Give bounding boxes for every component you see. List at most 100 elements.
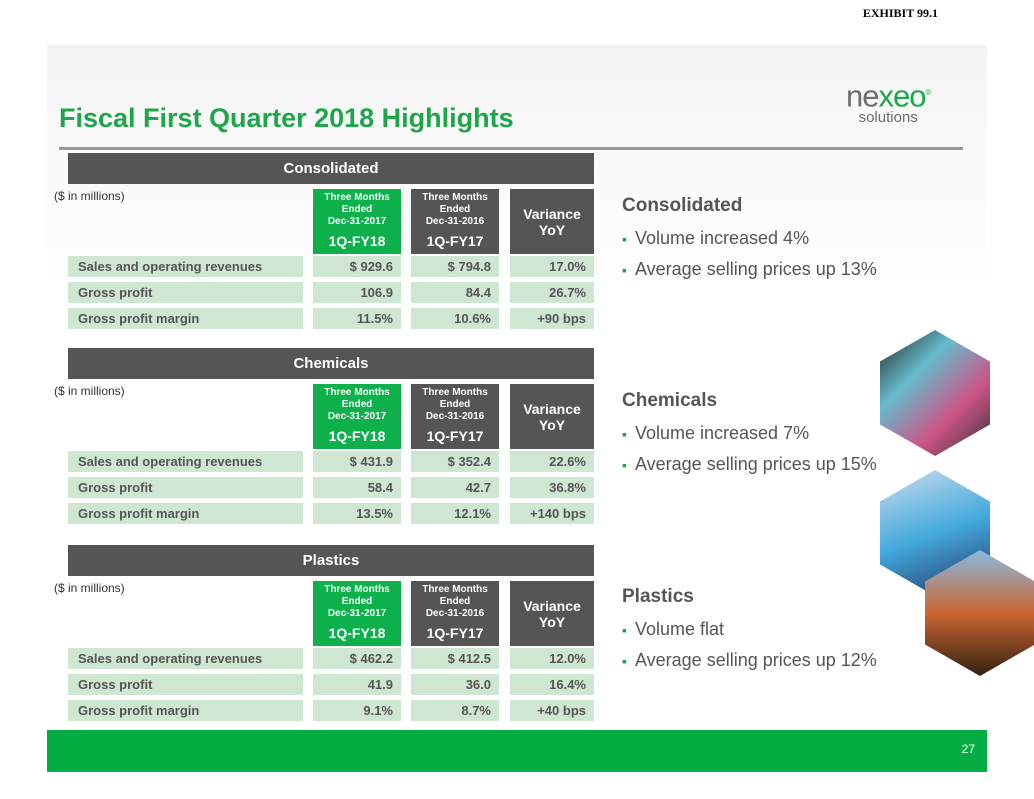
h: Ended: [341, 596, 373, 607]
current-value: 58.4: [313, 477, 401, 498]
row-label: Gross profit: [68, 674, 303, 695]
table-row: Gross profit 41.9 36.0 16.4%: [68, 674, 594, 695]
logo-x: x: [878, 78, 893, 114]
table-row: Gross profit margin 9.1% 8.7% +40 bps: [68, 700, 594, 721]
prior-value: $ 794.8: [411, 256, 499, 277]
bullet-item: Volume increased 4%: [622, 223, 877, 254]
h: Dec-31-2017: [327, 411, 387, 422]
variance-value: 26.7%: [510, 282, 594, 303]
nexeo-logo: nexeo® solutions: [846, 78, 931, 125]
h: Variance: [523, 401, 581, 417]
h: Three Months: [324, 387, 390, 398]
h: Ended: [439, 399, 471, 410]
exhibit-label: EXHIBIT 99.1: [862, 6, 938, 20]
prior-period-header: Three Months Ended Dec-31-2016 1Q-FY17: [411, 189, 499, 254]
h: Dec-31-2017: [327, 608, 387, 619]
table-row: Sales and operating revenues $ 462.2 $ 4…: [68, 648, 594, 669]
row-label: Gross profit margin: [68, 503, 303, 524]
current-value: 9.1%: [313, 700, 401, 721]
h: Ended: [341, 204, 373, 215]
table-title: Plastics: [68, 545, 594, 576]
variance-header: Variance YoY: [510, 384, 594, 449]
table-title: Consolidated: [68, 153, 594, 184]
bullet-item: Average selling prices up 13%: [622, 254, 877, 285]
plastics-highlights: Plastics Volume flatAverage selling price…: [622, 586, 877, 676]
bullet-item: Volume flat: [622, 614, 877, 645]
h: Dec-31-2017: [327, 216, 387, 227]
prior-value: $ 412.5: [411, 648, 499, 669]
variance-value: 16.4%: [510, 674, 594, 695]
current-value: 11.5%: [313, 308, 401, 329]
h: Three Months: [324, 584, 390, 595]
variance-value: 22.6%: [510, 451, 594, 472]
h: Three Months: [422, 192, 488, 203]
row-label: Gross profit: [68, 282, 303, 303]
row-label: Gross profit margin: [68, 700, 303, 721]
page-title: Fiscal First Quarter 2018 Highlights: [59, 103, 514, 133]
prior-value: 84.4: [411, 282, 499, 303]
h: Three Months: [422, 387, 488, 398]
logo-ne: ne: [846, 78, 879, 114]
period-label: 1Q-FY18: [328, 428, 386, 444]
row-label: Sales and operating revenues: [68, 256, 303, 277]
h: YoY: [538, 417, 566, 433]
prior-value: 8.7%: [411, 700, 499, 721]
logo-eo: eo: [892, 78, 926, 114]
table-row: Sales and operating revenues $ 929.6 $ 7…: [68, 256, 594, 277]
current-value: 13.5%: [313, 503, 401, 524]
variance-value: +40 bps: [510, 700, 594, 721]
unit-label: ($ in millions): [54, 189, 125, 203]
unit-label: ($ in millions): [54, 581, 125, 595]
period-label: 1Q-FY17: [426, 428, 484, 444]
variance-header: Variance YoY: [510, 189, 594, 254]
table-row: Sales and operating revenues $ 431.9 $ 3…: [68, 451, 594, 472]
period-label: 1Q-FY18: [328, 233, 386, 249]
chemicals-table: Chemicals ($ in millions) Three Months En…: [54, 348, 594, 528]
unit-label: ($ in millions): [54, 384, 125, 398]
h: YoY: [538, 222, 566, 238]
plastics-table: Plastics ($ in millions) Three Months End…: [54, 545, 594, 725]
row-label: Gross profit margin: [68, 308, 303, 329]
table-title: Chemicals: [68, 348, 594, 379]
footer-bar: 27: [47, 730, 987, 772]
h: Dec-31-2016: [425, 216, 485, 227]
table-row: Gross profit 58.4 42.7 36.8%: [68, 477, 594, 498]
period-label: 1Q-FY17: [426, 233, 484, 249]
bullet-item: Volume increased 7%: [622, 418, 877, 449]
h: Ended: [439, 596, 471, 607]
h: Ended: [439, 204, 471, 215]
h: Variance: [523, 598, 581, 614]
h: Ended: [341, 399, 373, 410]
row-label: Gross profit: [68, 477, 303, 498]
h: Dec-31-2016: [425, 608, 485, 619]
variance-value: +90 bps: [510, 308, 594, 329]
current-value: $ 462.2: [313, 648, 401, 669]
variance-value: +140 bps: [510, 503, 594, 524]
row-label: Sales and operating revenues: [68, 648, 303, 669]
h: Variance: [523, 206, 581, 222]
row-label: Sales and operating revenues: [68, 451, 303, 472]
table-row: Gross profit margin 13.5% 12.1% +140 bps: [68, 503, 594, 524]
current-value: 106.9: [313, 282, 401, 303]
period-label: 1Q-FY18: [328, 625, 386, 641]
table-row: Gross profit margin 11.5% 10.6% +90 bps: [68, 308, 594, 329]
table-row: Gross profit 106.9 84.4 26.7%: [68, 282, 594, 303]
current-period-header: Three Months Ended Dec-31-2017 1Q-FY18: [313, 384, 401, 449]
prior-period-header: Three Months Ended Dec-31-2016 1Q-FY17: [411, 384, 499, 449]
bullet-item: Average selling prices up 15%: [622, 449, 877, 480]
current-value: $ 929.6: [313, 256, 401, 277]
logo-reg: ®: [925, 88, 931, 97]
variance-value: 17.0%: [510, 256, 594, 277]
prior-value: 12.1%: [411, 503, 499, 524]
period-label: 1Q-FY17: [426, 625, 484, 641]
bullet-item: Average selling prices up 12%: [622, 645, 877, 676]
highlight-heading: Plastics: [622, 586, 694, 607]
h: Three Months: [422, 584, 488, 595]
variance-header: Variance YoY: [510, 581, 594, 646]
current-value: 41.9: [313, 674, 401, 695]
h: Three Months: [324, 192, 390, 203]
prior-value: 36.0: [411, 674, 499, 695]
prior-period-header: Three Months Ended Dec-31-2016 1Q-FY17: [411, 581, 499, 646]
chemicals-highlights: Chemicals Volume increased 7%Average sell…: [622, 390, 877, 480]
consolidated-highlights: Consolidated Volume increased 4%Average s…: [622, 195, 877, 285]
